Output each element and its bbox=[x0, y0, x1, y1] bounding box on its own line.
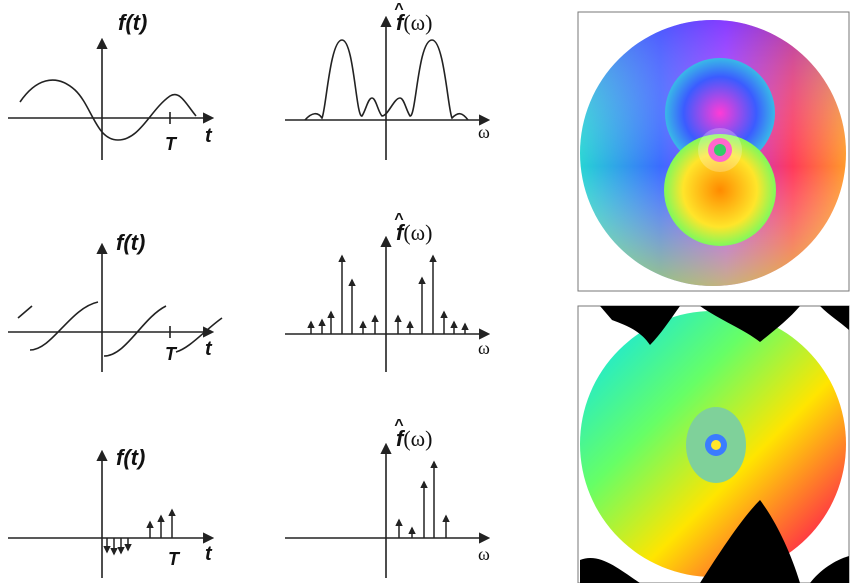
domain-coloring-bottom bbox=[577, 305, 850, 583]
time-label-2: f(t) bbox=[116, 230, 145, 255]
t-axis-label: t bbox=[205, 125, 213, 147]
time-panel-sampled: f(t) t T bbox=[8, 445, 215, 578]
hat-mark-3: ^ bbox=[394, 417, 404, 434]
freq-label-2: f(ω) bbox=[396, 220, 432, 245]
spectrum-panel-continuous: f(ω) ^ ω bbox=[285, 1, 491, 160]
domain-coloring-top bbox=[577, 11, 850, 292]
omega-axis-label: ω bbox=[478, 122, 490, 142]
time-label-3: f(t) bbox=[116, 445, 145, 470]
omega-axis-label-3: ω bbox=[478, 544, 490, 564]
spectrum-panel-periodic: f(ω) ^ ω bbox=[285, 211, 491, 372]
hat-mark: ^ bbox=[394, 1, 404, 18]
time-panel-periodic: f(t) t T bbox=[8, 230, 223, 372]
omega-axis-label-2: ω bbox=[478, 338, 490, 358]
time-panel-continuous: f(t) t T bbox=[8, 10, 215, 160]
spectrum-panel-sampled: f(ω) ^ ω bbox=[285, 417, 491, 578]
t-axis-label-3: t bbox=[205, 543, 213, 565]
freq-label-3: f(ω) bbox=[396, 426, 432, 451]
t-axis-label-2: t bbox=[205, 338, 213, 360]
period-label-3: T bbox=[168, 549, 181, 569]
period-label: T bbox=[165, 134, 178, 154]
hat-mark-2: ^ bbox=[394, 211, 404, 228]
time-label: f(t) bbox=[118, 10, 147, 35]
period-label-2: T bbox=[165, 344, 178, 364]
freq-label: f(ω) bbox=[396, 10, 432, 35]
